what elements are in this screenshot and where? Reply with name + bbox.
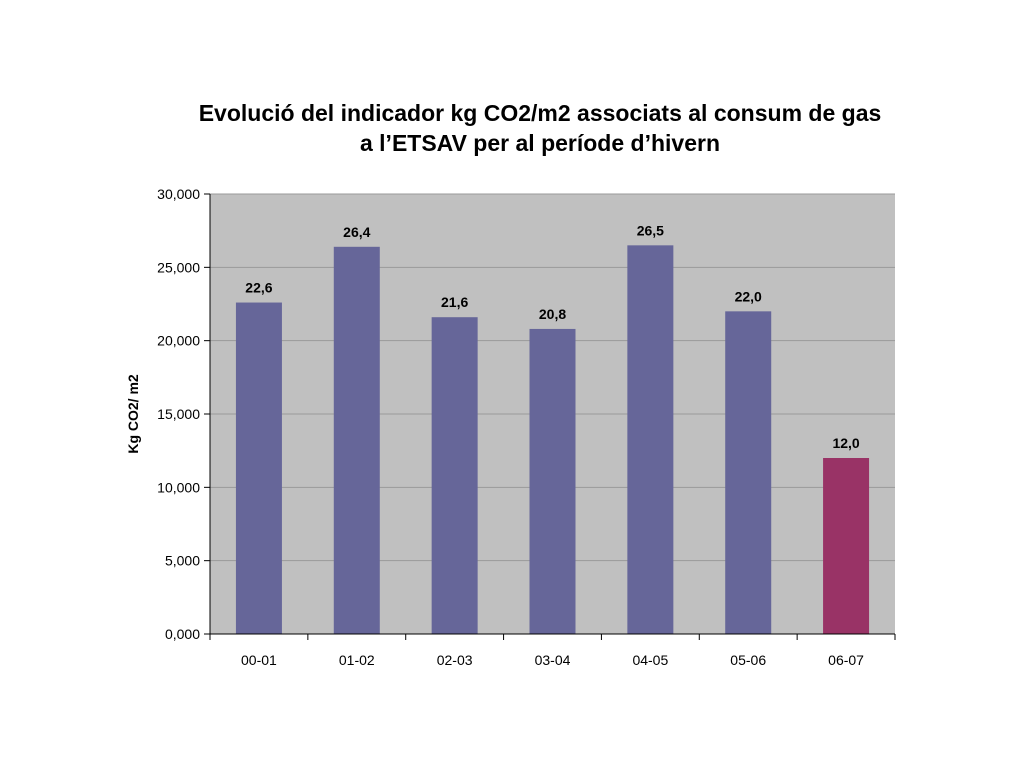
data-label: 21,6 — [441, 294, 468, 310]
x-tick-label: 04-05 — [632, 652, 668, 668]
data-label: 22,0 — [735, 288, 762, 304]
data-label: 26,5 — [637, 222, 664, 238]
y-axis-label: Kg CO2/ m2 — [125, 374, 141, 454]
y-tick-label: 0,000 — [165, 626, 200, 642]
x-tick-label: 00-01 — [241, 652, 277, 668]
x-tick-label: 06-07 — [828, 652, 864, 668]
chart-title: Evolució del indicador kg CO2/m2 associa… — [150, 98, 930, 158]
chart-title-line-2: a l’ETSAV per al període d’hivern — [359, 130, 720, 156]
y-tick-label: 20,000 — [157, 333, 200, 349]
y-tick-label: 15,000 — [157, 406, 200, 422]
x-axis-ticks: 00-01 01-02 02-03 03-04 04-05 05-06 06-07 — [209, 634, 896, 668]
bar-02-03 — [431, 317, 478, 634]
bar-03-04 — [529, 328, 576, 634]
x-tick-label: 03-04 — [535, 652, 571, 668]
y-tick-label: 25,000 — [157, 259, 200, 275]
data-labels: 22,6 26,4 21,6 20,8 26,5 22,0 12,0 — [245, 222, 860, 451]
bar-00-01 — [235, 302, 282, 634]
x-tick-label: 01-02 — [339, 652, 375, 668]
bar-05-06 — [725, 311, 772, 634]
y-tick-label: 5,000 — [165, 553, 200, 569]
data-label: 20,8 — [539, 306, 566, 322]
x-tick-label: 05-06 — [730, 652, 766, 668]
bar-04-05 — [627, 245, 674, 635]
x-tick-label: 02-03 — [437, 652, 473, 668]
y-tick-label: 10,000 — [157, 479, 200, 495]
bar-06-07 — [823, 458, 870, 634]
bars — [235, 245, 870, 635]
data-label: 26,4 — [343, 224, 370, 240]
data-label: 22,6 — [245, 280, 272, 296]
y-tick-label: 30,000 — [157, 186, 200, 202]
data-label: 12,0 — [832, 435, 859, 451]
bar-01-02 — [333, 246, 380, 635]
y-axis-ticks: 0,000 5,000 10,000 15,000 20,000 25,000 30,000 — [157, 186, 210, 642]
chart-title-line-1: Evolució del indicador kg CO2/m2 associa… — [198, 100, 882, 126]
